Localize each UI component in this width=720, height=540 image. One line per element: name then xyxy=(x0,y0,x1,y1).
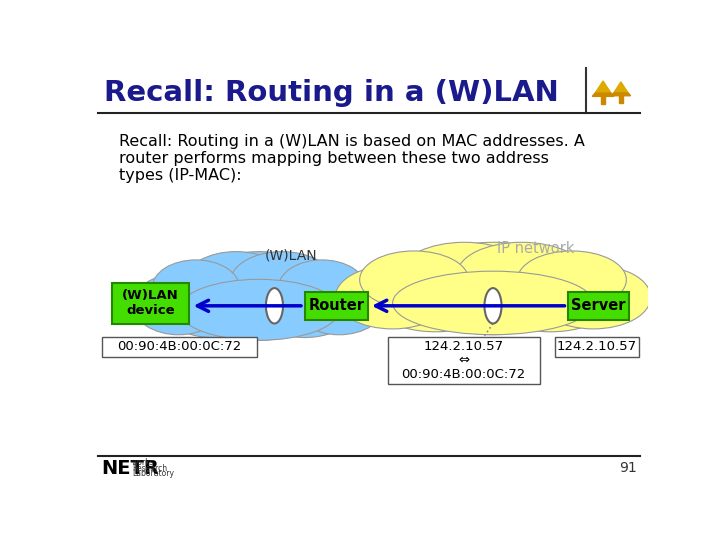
Ellipse shape xyxy=(518,251,626,309)
Ellipse shape xyxy=(392,271,593,335)
Text: (W)LAN
device: (W)LAN device xyxy=(122,289,179,318)
Text: Router: Router xyxy=(308,298,364,313)
Bar xyxy=(600,96,606,104)
Ellipse shape xyxy=(184,252,287,313)
Ellipse shape xyxy=(536,265,651,329)
Polygon shape xyxy=(615,82,627,92)
Ellipse shape xyxy=(190,252,328,340)
Text: NETR: NETR xyxy=(102,459,160,478)
Ellipse shape xyxy=(279,260,366,315)
FancyBboxPatch shape xyxy=(305,292,368,320)
Polygon shape xyxy=(596,81,610,92)
Text: 00:90:4B:00:0C:72: 00:90:4B:00:0C:72 xyxy=(117,340,241,353)
FancyBboxPatch shape xyxy=(102,336,256,356)
Ellipse shape xyxy=(485,288,502,323)
Ellipse shape xyxy=(248,260,362,338)
Text: Research: Research xyxy=(132,464,167,473)
Ellipse shape xyxy=(230,252,333,313)
Text: 00:90:4B:00:0C:72: 00:90:4B:00:0C:72 xyxy=(402,368,526,381)
Polygon shape xyxy=(593,84,614,96)
Text: IP network: IP network xyxy=(497,240,575,255)
Text: 124.2.10.57: 124.2.10.57 xyxy=(423,340,503,353)
Ellipse shape xyxy=(364,251,508,332)
Text: works: works xyxy=(132,457,155,467)
Ellipse shape xyxy=(400,242,529,306)
Text: Recall: Routing in a (W)LAN: Recall: Routing in a (W)LAN xyxy=(104,78,559,106)
Ellipse shape xyxy=(293,274,385,335)
Ellipse shape xyxy=(266,288,283,323)
Ellipse shape xyxy=(457,242,586,306)
Ellipse shape xyxy=(336,265,450,329)
FancyBboxPatch shape xyxy=(555,336,639,356)
FancyBboxPatch shape xyxy=(568,292,629,320)
Ellipse shape xyxy=(156,260,271,338)
Text: Laboratory: Laboratory xyxy=(132,469,174,478)
Ellipse shape xyxy=(179,279,339,340)
Text: router performs mapping between these two address: router performs mapping between these tw… xyxy=(120,151,549,166)
Text: types (IP-MAC):: types (IP-MAC): xyxy=(120,168,242,183)
FancyBboxPatch shape xyxy=(112,284,189,323)
Ellipse shape xyxy=(132,274,225,335)
Ellipse shape xyxy=(152,260,240,315)
Text: ⇔: ⇔ xyxy=(458,354,469,367)
FancyBboxPatch shape xyxy=(388,336,539,384)
Bar xyxy=(618,96,623,103)
Ellipse shape xyxy=(479,251,622,332)
Text: (W)LAN: (W)LAN xyxy=(265,249,318,263)
Ellipse shape xyxy=(407,242,579,335)
Polygon shape xyxy=(611,85,631,96)
Text: 124.2.10.57: 124.2.10.57 xyxy=(557,340,637,353)
Text: Recall: Routing in a (W)LAN is based on MAC addresses. A: Recall: Routing in a (W)LAN is based on … xyxy=(120,134,585,149)
Ellipse shape xyxy=(360,251,469,309)
Text: Server: Server xyxy=(571,298,626,313)
Text: 91: 91 xyxy=(618,461,636,475)
